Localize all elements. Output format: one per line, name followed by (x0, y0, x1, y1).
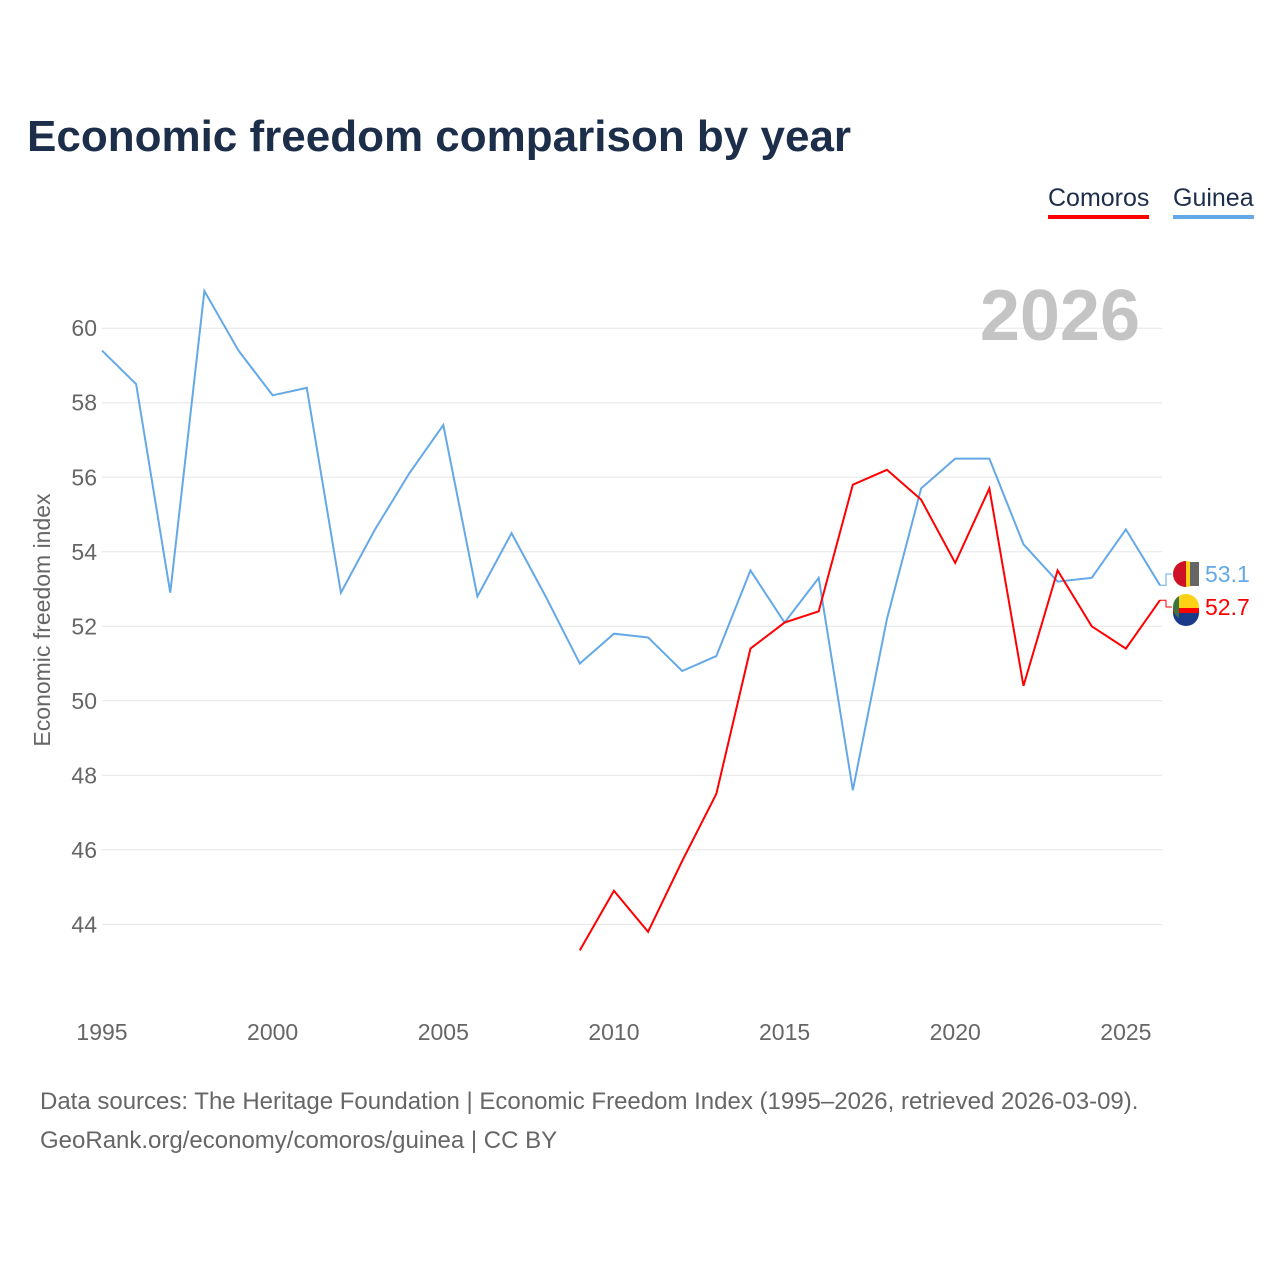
x-tick-label: 2000 (247, 1019, 298, 1045)
x-tick-label: 2005 (418, 1019, 469, 1045)
end-connector (1160, 599, 1172, 608)
x-tick-label: 2010 (588, 1019, 639, 1045)
footer-link[interactable]: GeoRank.org/economy/comoros/guinea | CC … (40, 1127, 558, 1154)
y-tick-label: 58 (71, 390, 97, 416)
legend-guinea[interactable]: Guinea (1173, 184, 1254, 219)
x-tick-label: 2025 (1100, 1019, 1151, 1045)
end-value-label: 53.1 (1205, 561, 1250, 587)
chart-title: Economic freedom comparison by year (27, 112, 852, 161)
series-line-comoros (578, 468, 1161, 951)
end-value-label: 52.7 (1205, 594, 1250, 620)
series-line-guinea (101, 287, 1161, 791)
x-tick-label: 2020 (930, 1019, 981, 1045)
y-tick-label: 54 (71, 539, 97, 565)
y-tick-label: 52 (71, 613, 97, 639)
y-tick-label: 50 (71, 688, 97, 714)
year-watermark: 2026 (980, 276, 1140, 356)
footer-sources: Data sources: The Heritage Foundation | … (40, 1088, 1139, 1115)
legend-comoros[interactable]: Comoros (1048, 184, 1150, 219)
x-tick-label: 1995 (76, 1019, 127, 1045)
end-connector (1160, 573, 1172, 586)
y-tick-label: 44 (71, 911, 97, 937)
y-tick-label: 60 (71, 315, 97, 341)
flag-icon-guinea (1173, 561, 1199, 587)
y-tick-label: 46 (71, 837, 97, 863)
x-tick-label: 2015 (759, 1019, 810, 1045)
y-axis-label: Economic freedom index (29, 493, 55, 747)
y-tick-label: 48 (71, 762, 97, 788)
y-tick-label: 56 (71, 464, 97, 490)
flag-icon-comoros (1172, 594, 1199, 626)
